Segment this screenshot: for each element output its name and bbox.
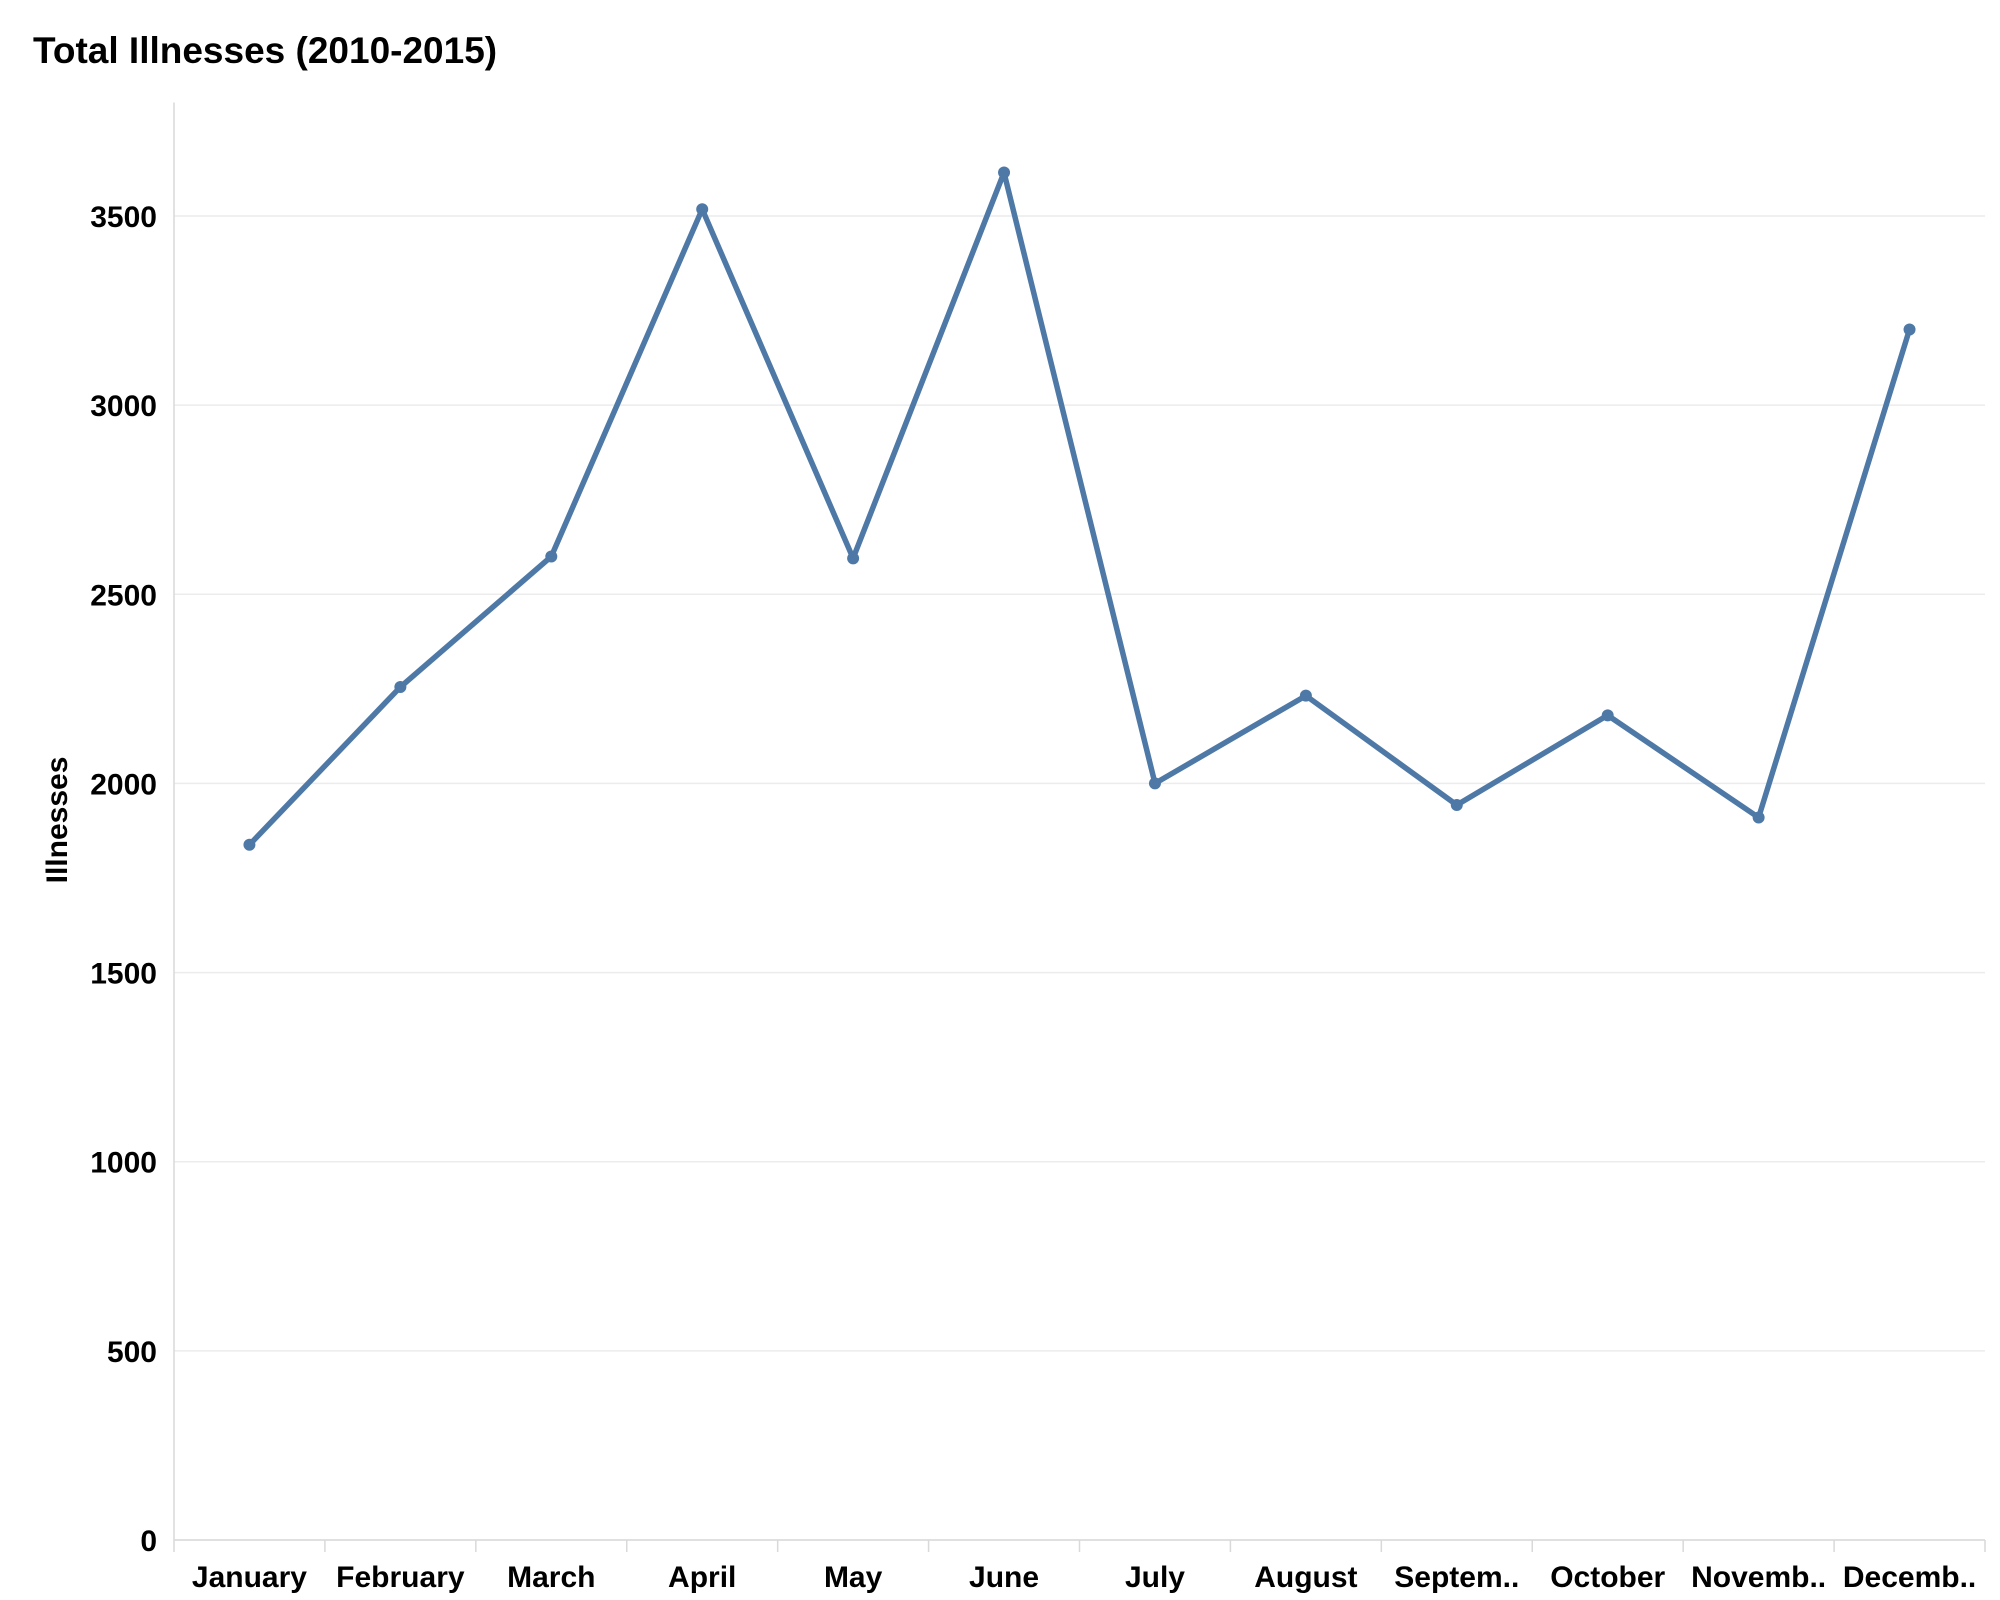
x-tick-labels: January February March April May June July Augu… bbox=[192, 1561, 1976, 1594]
x-tick-label: March bbox=[507, 1561, 595, 1594]
y-tick-label: 3500 bbox=[90, 201, 157, 234]
data-point[interactable] bbox=[1601, 709, 1614, 722]
y-tick-label: 500 bbox=[107, 1336, 157, 1369]
data-point[interactable] bbox=[1148, 777, 1161, 790]
gridlines bbox=[174, 215, 1985, 1541]
x-tick-label: July bbox=[1125, 1561, 1185, 1594]
data-point[interactable] bbox=[545, 550, 558, 563]
x-tick-label: June bbox=[969, 1561, 1039, 1594]
data-point[interactable] bbox=[1903, 323, 1916, 336]
x-tick-label: Decemb.. bbox=[1843, 1561, 1976, 1594]
y-tick-label: 2000 bbox=[90, 768, 157, 801]
chart-title: Total Illnesses (2010-2015) bbox=[33, 30, 498, 71]
y-axis-title: Illnesses bbox=[41, 757, 74, 884]
data-point[interactable] bbox=[1752, 811, 1765, 824]
y-tick-label: 3000 bbox=[90, 390, 157, 423]
data-point[interactable] bbox=[1450, 798, 1463, 811]
x-tick-label: January bbox=[192, 1561, 307, 1594]
series-layer bbox=[243, 166, 1916, 851]
y-tick-label: 1000 bbox=[90, 1147, 157, 1180]
series-line bbox=[246, 169, 1913, 848]
y-tick-label: 1500 bbox=[90, 958, 157, 991]
data-point[interactable] bbox=[243, 838, 256, 851]
data-point[interactable] bbox=[847, 552, 860, 565]
y-tick-label: 0 bbox=[140, 1525, 157, 1558]
data-point[interactable] bbox=[696, 203, 709, 216]
data-point[interactable] bbox=[998, 166, 1011, 179]
axes bbox=[173, 102, 1986, 1552]
y-tick-label: 2500 bbox=[90, 579, 157, 612]
y-tick-labels: 0 500 1000 1500 2000 2500 3000 3500 bbox=[90, 201, 157, 1558]
x-tick-label: May bbox=[824, 1561, 883, 1594]
data-point[interactable] bbox=[1299, 689, 1312, 702]
x-tick-label: Septem.. bbox=[1394, 1561, 1519, 1594]
x-tick-label: Novemb.. bbox=[1691, 1561, 1826, 1594]
x-tick-label: April bbox=[668, 1561, 736, 1594]
x-tick-label: August bbox=[1254, 1561, 1357, 1594]
data-point[interactable] bbox=[394, 680, 407, 693]
x-tick-label: October bbox=[1550, 1561, 1665, 1594]
x-tick-label: February bbox=[336, 1561, 465, 1594]
